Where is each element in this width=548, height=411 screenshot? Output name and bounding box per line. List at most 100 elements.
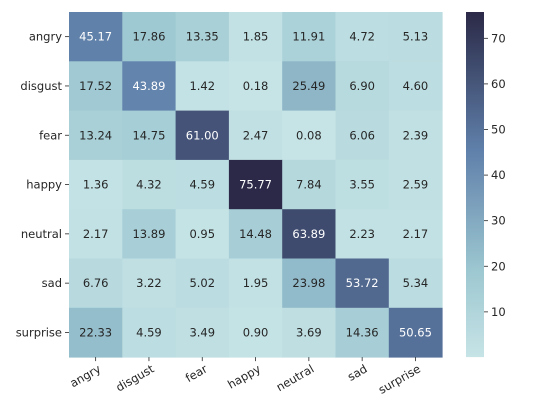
cell-value-label: 6.76 xyxy=(83,276,109,290)
heatmap-cell xyxy=(175,12,230,62)
colorbar-tick-label: 40 xyxy=(491,168,506,182)
heatmap-cell xyxy=(335,159,390,210)
heatmap-cell xyxy=(122,110,177,161)
heatmap-cell xyxy=(122,12,177,62)
cell-value-label: 3.55 xyxy=(349,178,375,192)
heatmap-cell xyxy=(175,209,230,259)
cell-value-label: 4.60 xyxy=(403,79,429,93)
cell-value-label: 14.75 xyxy=(132,128,165,142)
heatmap-cell xyxy=(122,307,177,358)
y-tick-label: disgust xyxy=(20,79,62,93)
heatmap-cell xyxy=(228,110,283,161)
heatmap-cell xyxy=(335,110,390,161)
cell-value-label: 53.72 xyxy=(346,276,379,290)
heatmap-cell xyxy=(228,159,283,210)
y-tick-label: neutral xyxy=(21,227,62,241)
colorbar-tick-label: 50 xyxy=(491,122,506,136)
heatmap-cell xyxy=(388,110,443,161)
cell-value-label: 14.48 xyxy=(239,227,272,241)
heatmap-cell xyxy=(388,209,443,259)
colorbar-tick-label: 60 xyxy=(491,77,506,91)
heatmap-cell xyxy=(228,258,283,309)
heatmap-cell xyxy=(282,12,336,62)
cell-value-label: 1.42 xyxy=(189,79,215,93)
y-tick-label: surprise xyxy=(16,325,62,339)
cell-value-label: 45.17 xyxy=(79,30,112,44)
y-tick-label: sad xyxy=(42,276,62,290)
cell-value-label: 0.18 xyxy=(243,79,269,93)
x-tick-label: surprise xyxy=(376,362,423,397)
colorbar-tick-label: 10 xyxy=(491,305,506,319)
heatmap-cell xyxy=(228,61,283,112)
cell-value-label: 43.89 xyxy=(132,79,165,93)
heatmap-cell xyxy=(122,258,177,309)
cell-value-label: 4.72 xyxy=(349,30,375,44)
x-tick-label: fear xyxy=(183,361,210,385)
cell-value-label: 13.89 xyxy=(132,227,165,241)
x-axis-tick-labels: angry disgust fear happy neutral sad surprise xyxy=(67,357,423,397)
colorbar: 10 20 30 40 50 60 70 xyxy=(466,12,506,358)
cell-value-label: 4.32 xyxy=(136,178,162,192)
heatmap-cell xyxy=(228,307,283,358)
heatmap-cell xyxy=(175,307,230,358)
heatmap-cell xyxy=(69,12,123,62)
cell-value-label: 14.36 xyxy=(346,325,379,339)
heatmap-cell xyxy=(122,61,177,112)
cell-value-label: 2.17 xyxy=(83,227,109,241)
y-axis-tick-labels: angry disgust fear happy neutral sad surprise xyxy=(16,30,69,339)
cell-value-label: 61.00 xyxy=(186,128,219,142)
cell-value-label: 2.23 xyxy=(349,227,375,241)
cell-value-label: 3.22 xyxy=(136,276,162,290)
heatmap-cell xyxy=(69,159,123,210)
colorbar-tick-label: 70 xyxy=(491,31,506,45)
heatmap-cell xyxy=(69,307,123,358)
heatmap-cell xyxy=(282,307,336,358)
cell-value-label: 6.06 xyxy=(349,128,375,142)
cell-value-label: 23.98 xyxy=(292,276,325,290)
cell-value-label: 5.13 xyxy=(403,30,429,44)
heatmap-cell xyxy=(175,159,230,210)
cell-value-label: 3.49 xyxy=(189,325,215,339)
heatmap-cell xyxy=(69,61,123,112)
cell-value-label: 2.59 xyxy=(403,178,429,192)
colorbar-tick-label: 30 xyxy=(491,214,506,228)
cell-value-label: 25.49 xyxy=(292,79,325,93)
heatmap-cell xyxy=(175,110,230,161)
cell-value-label: 1.36 xyxy=(83,178,109,192)
cell-value-label: 22.33 xyxy=(79,325,112,339)
heatmap-cell xyxy=(69,209,123,259)
heatmap-cell xyxy=(335,12,390,62)
cell-value-label: 17.52 xyxy=(79,79,112,93)
heatmap-cell xyxy=(388,159,443,210)
heatmap-cell xyxy=(282,61,336,112)
cell-value-label: 13.35 xyxy=(186,30,219,44)
x-tick-label: neutral xyxy=(274,362,317,395)
cell-value-label: 0.08 xyxy=(296,128,322,142)
heatmap-cell xyxy=(122,159,177,210)
cell-value-label: 50.65 xyxy=(399,325,432,339)
cell-value-label: 63.89 xyxy=(292,227,325,241)
cell-value-label: 17.86 xyxy=(132,30,165,44)
heatmap-cell xyxy=(69,258,123,309)
cell-value-label: 3.69 xyxy=(296,325,322,339)
cell-value-label: 0.95 xyxy=(189,227,215,241)
x-tick-label: sad xyxy=(345,362,370,384)
cell-value-label: 4.59 xyxy=(136,325,162,339)
cell-value-label: 0.90 xyxy=(243,325,269,339)
cell-value-label: 4.59 xyxy=(189,178,215,192)
cell-value-label: 2.17 xyxy=(403,227,429,241)
colorbar-tick-label: 20 xyxy=(491,259,506,273)
x-tick-label: angry xyxy=(67,361,103,390)
heatmap-cell xyxy=(282,258,336,309)
y-tick-label: angry xyxy=(29,30,62,44)
heatmap-cell xyxy=(282,159,336,210)
heatmap-cell xyxy=(388,307,443,358)
heatmap-cell xyxy=(335,61,390,112)
heatmap-cell xyxy=(122,209,177,259)
cell-value-label: 7.84 xyxy=(296,178,322,192)
colorbar-gradient xyxy=(466,12,484,358)
cell-value-label: 13.24 xyxy=(79,128,112,142)
y-tick-label: happy xyxy=(26,178,62,192)
heatmap-cell xyxy=(175,258,230,309)
